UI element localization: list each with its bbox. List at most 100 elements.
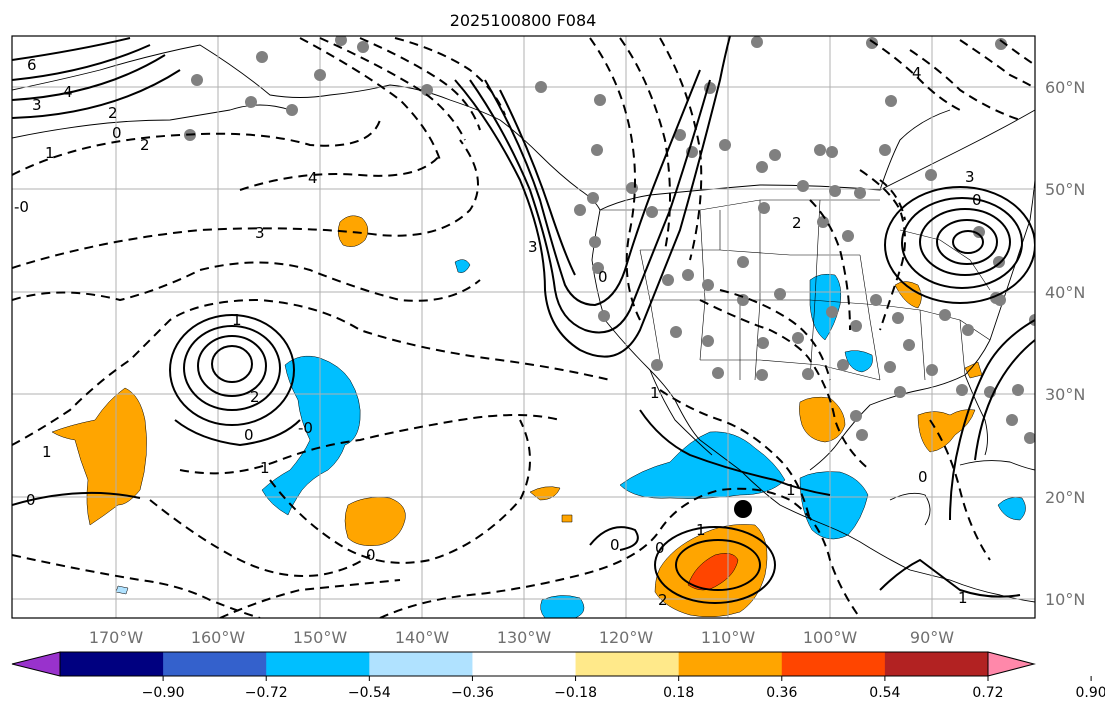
lon-label: 130°W	[497, 628, 552, 647]
atlantic-coast	[989, 179, 1035, 341]
contour-label: 1	[650, 384, 660, 402]
hudson-bay	[879, 109, 951, 191]
blue-area-plains	[809, 273, 842, 341]
colorbar-segment	[472, 652, 577, 676]
blue-area-central-pacific	[261, 355, 361, 516]
lon-label: 100°W	[803, 628, 858, 647]
contour-label: 3	[32, 96, 42, 114]
orange-area-west-pacific	[51, 387, 147, 526]
contour-label: 0	[244, 426, 254, 444]
colorbar-frame	[59, 651, 989, 677]
lat-label: 60°N	[1045, 78, 1085, 97]
contour-label: 4	[308, 169, 318, 187]
contour-label: 4	[912, 64, 922, 82]
contour-label: 0	[655, 539, 665, 557]
contour-label: 3	[528, 238, 538, 256]
contour-label: 1	[232, 311, 242, 329]
colorbar-tick-label: 0.90	[1076, 685, 1105, 701]
lat-label: 50°N	[1045, 180, 1085, 199]
lon-label: 110°W	[701, 628, 756, 647]
aleutian-islands	[12, 104, 291, 139]
dashed-contours	[12, 37, 1035, 618]
orange-area-ohio	[894, 281, 922, 309]
colorbar-tick-label: −0.54	[348, 685, 391, 701]
colorbar-tick-label: −0.90	[142, 685, 185, 701]
contour-label: 1	[42, 443, 52, 461]
colorbar-segment	[163, 652, 267, 676]
contour-label: 1	[45, 144, 55, 162]
colorbar-tick-label: 0.18	[663, 685, 694, 701]
longitude-labels: 170°W 160°W 150°W 140°W 130°W 120°W 110°…	[89, 628, 954, 647]
lon-label: 170°W	[89, 628, 144, 647]
contour-label: 4	[63, 83, 73, 101]
gridlines	[12, 36, 1035, 618]
contour-label: 0	[366, 546, 376, 564]
contour-label: 1	[786, 481, 796, 499]
contour-label: -0	[14, 198, 29, 216]
colorbar-segment	[575, 652, 680, 676]
colorbar-segment	[266, 652, 370, 676]
contour-label: 0	[972, 191, 982, 209]
lon-label: 150°W	[293, 628, 348, 647]
contour-label: 2	[140, 136, 150, 154]
map-frame	[11, 35, 1036, 619]
lon-label: 140°W	[395, 628, 450, 647]
colorbar-segment	[781, 652, 886, 676]
lon-label: 160°W	[191, 628, 246, 647]
shaded-anomaly-areas	[51, 215, 1026, 618]
florida	[964, 374, 988, 456]
contour-label: 0	[598, 268, 608, 286]
orange-area-central-1	[337, 215, 369, 247]
colorbar-tick-label: 0.72	[972, 685, 1003, 701]
station-dots	[184, 36, 1035, 444]
colorbar-segment	[678, 652, 783, 676]
colorbar-tick-label: −0.18	[554, 685, 597, 701]
contour-label: 2	[658, 591, 668, 609]
contour-label: 1	[696, 521, 706, 539]
contour-label: 3	[965, 168, 975, 186]
gulf-coast	[809, 339, 991, 471]
contour-label: 0	[26, 491, 36, 509]
contour-label: -0	[298, 419, 313, 437]
colorbar-tick-label: −0.36	[451, 685, 494, 701]
contour-label: 0	[112, 124, 122, 142]
map-title: 2025100800 F084	[450, 11, 597, 30]
colorbar-extend-left	[11, 651, 61, 677]
orange-area-small-2	[561, 514, 573, 523]
location-marker	[734, 500, 752, 518]
blue-area-atlantic	[997, 497, 1026, 521]
cuba	[959, 460, 1035, 471]
latitude-labels: 10°N 20°N 30°N 40°N 50°N 60°N	[1045, 78, 1085, 609]
blue-area-tiny-1	[115, 585, 129, 595]
blue-area-east-pacific-south	[540, 595, 585, 618]
blue-area-small-1	[454, 259, 471, 273]
colorbar: −0.90 −0.72 −0.54 −0.36 −0.18 0.18 0.36 0.54 0.7…	[11, 651, 1105, 701]
contour-label: 2	[792, 214, 802, 232]
solid-contours	[12, 36, 1035, 604]
colorbar-extend-right	[987, 651, 1036, 677]
map-panel: 6 4 3 2 0 1 2 -0 4 3 1 2 0 1 -0 0 1 0 3 …	[12, 36, 1035, 618]
colorbar-tick-label: 0.54	[869, 685, 900, 701]
lat-label: 20°N	[1045, 488, 1085, 507]
colorbar-tick-label: −0.72	[245, 685, 288, 701]
contour-label: 0	[918, 468, 928, 486]
contour-label: 3	[255, 224, 265, 242]
alaska-coast	[12, 44, 601, 211]
contour-label: 2	[250, 388, 260, 406]
colorbar-segment	[60, 652, 164, 676]
central-america	[869, 547, 1035, 603]
orange-area-central-2	[344, 497, 406, 546]
blue-area-mexico-coast	[619, 431, 786, 499]
orange-area-gulf	[799, 396, 846, 443]
contour-label: 1	[958, 589, 968, 607]
lon-label: 90°W	[910, 628, 954, 647]
contour-label: 0	[610, 536, 620, 554]
lon-label: 120°W	[599, 628, 654, 647]
yucatan	[889, 492, 931, 526]
colorbar-tick-label: 0.36	[766, 685, 797, 701]
contour-label: 1	[260, 459, 270, 477]
colorbar-segments	[60, 652, 989, 676]
baja-california	[649, 369, 713, 456]
colorbar-ticks: −0.90 −0.72 −0.54 −0.36 −0.18 0.18 0.36 0.54 0.7…	[142, 676, 1105, 701]
contour-label: 2	[108, 104, 118, 122]
